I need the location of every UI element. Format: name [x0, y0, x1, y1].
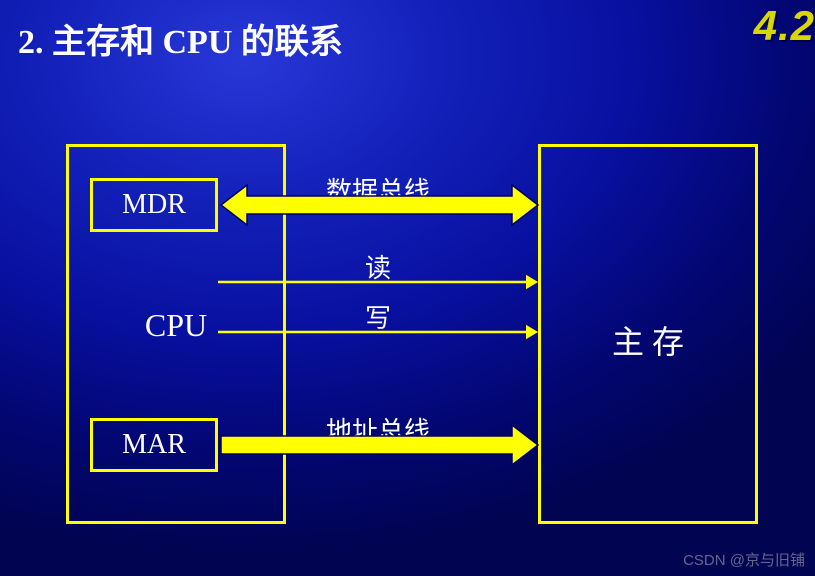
mdr-label: MDR: [122, 189, 186, 221]
memory-box: 主 存: [538, 144, 758, 524]
memory-label: 主 存: [541, 317, 755, 363]
read-signal-label: 读: [308, 248, 448, 285]
cpu-label: CPU: [69, 307, 283, 344]
slide-title: 2. 主存和 CPU 的联系: [18, 14, 343, 63]
write-signal-label: 写: [308, 298, 448, 335]
mar-label: MAR: [122, 429, 186, 461]
data-bus-label: 数据总线: [308, 171, 448, 208]
mdr-register-box: MDR: [90, 178, 218, 232]
address-bus-label: 地址总线: [308, 411, 448, 448]
section-number: 4.2: [754, 2, 815, 50]
mar-register-box: MAR: [90, 418, 218, 472]
watermark-text: CSDN @京与旧铺: [683, 549, 805, 570]
